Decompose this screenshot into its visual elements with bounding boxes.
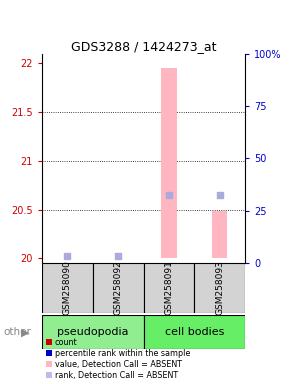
Point bbox=[116, 253, 121, 259]
Bar bbox=[93, 263, 144, 313]
Text: pseudopodia: pseudopodia bbox=[57, 327, 128, 337]
Text: ▶: ▶ bbox=[21, 327, 30, 337]
Legend: count, percentile rank within the sample, value, Detection Call = ABSENT, rank, : count, percentile rank within the sample… bbox=[46, 338, 190, 380]
Bar bbox=[212, 212, 227, 258]
Point bbox=[166, 192, 171, 198]
Bar bbox=[42, 315, 144, 349]
Text: cell bodies: cell bodies bbox=[165, 327, 224, 337]
Text: GSM258090: GSM258090 bbox=[63, 261, 72, 315]
Point bbox=[65, 253, 70, 259]
Bar bbox=[161, 68, 177, 258]
Text: other: other bbox=[3, 327, 31, 337]
Text: GSM258092: GSM258092 bbox=[114, 261, 123, 315]
Text: GSM258091: GSM258091 bbox=[164, 261, 173, 315]
Bar bbox=[144, 263, 194, 313]
Text: GSM258093: GSM258093 bbox=[215, 261, 224, 315]
Point bbox=[218, 192, 222, 198]
Title: GDS3288 / 1424273_at: GDS3288 / 1424273_at bbox=[71, 40, 216, 53]
Bar bbox=[42, 263, 93, 313]
Bar bbox=[144, 315, 245, 349]
Bar bbox=[194, 263, 245, 313]
